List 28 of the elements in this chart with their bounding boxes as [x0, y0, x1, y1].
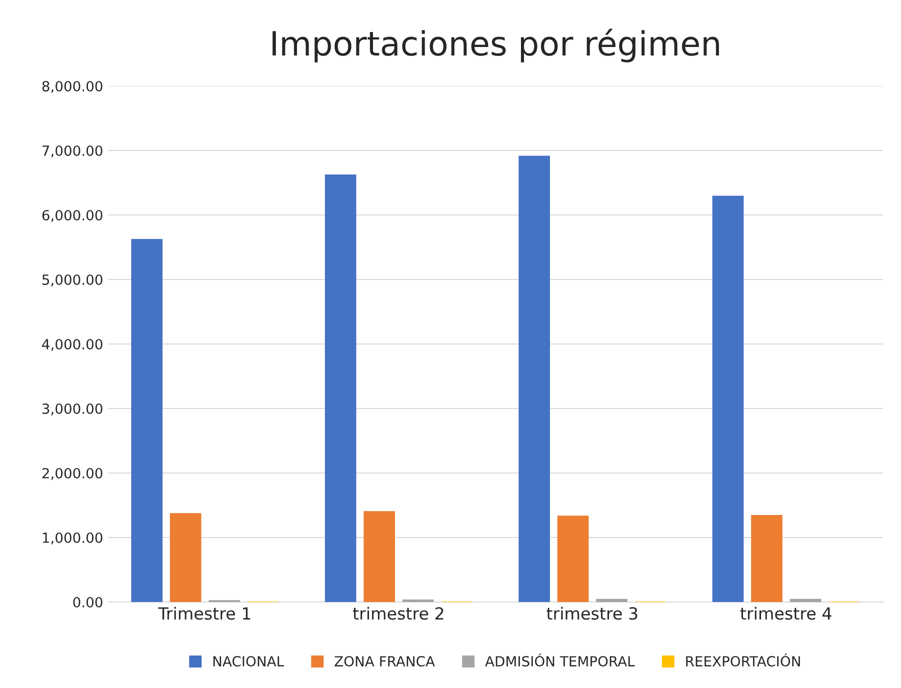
y-tick-label: 8,000.00: [42, 80, 102, 93]
y-tick-label: 5,000.00: [42, 274, 102, 286]
y-tick-label: 2,000.00: [42, 468, 102, 480]
y-tick-label: 0.00: [73, 596, 102, 608]
x-tick-label: trimestre 2: [352, 606, 444, 620]
bar: [790, 598, 822, 602]
y-tick-label: 4,000.00: [42, 338, 102, 351]
y-tick-label: 6,000.00: [42, 210, 102, 222]
x-tick-label: trimestre 3: [546, 606, 638, 620]
bar: [364, 511, 395, 602]
bar: [751, 515, 782, 602]
bar: [518, 156, 550, 602]
bar: [557, 516, 589, 602]
bar: [170, 513, 202, 602]
legend-label: REEXPORTACIÓN: [686, 653, 800, 667]
bar: [596, 598, 628, 602]
y-tick-label: 1,000.00: [42, 532, 102, 544]
legend-label: ADMISIÓN TEMPORAL: [485, 653, 635, 667]
y-tick-label: 3,000.00: [42, 403, 102, 416]
y-tick-label: 7,000.00: [42, 145, 102, 158]
bar: [712, 196, 744, 602]
x-tick-label: Trimestre 1: [158, 606, 250, 620]
bar: [324, 174, 356, 602]
bar: [131, 238, 163, 602]
legend-label: ZONA FRANCA: [334, 656, 435, 667]
x-tick-label: trimestre 4: [740, 606, 832, 620]
chart-title: Importaciones por régimen: [272, 28, 719, 62]
legend-label: NACIONAL: [213, 656, 284, 667]
